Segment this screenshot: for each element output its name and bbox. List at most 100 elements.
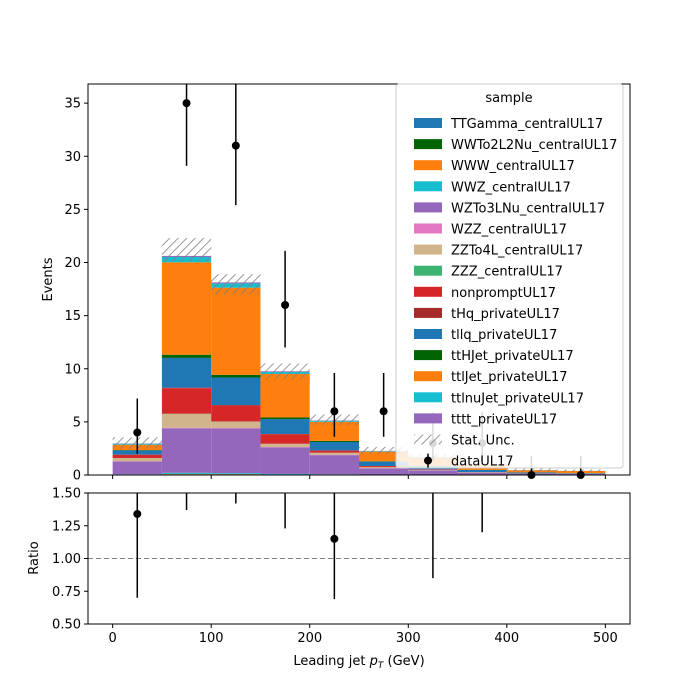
ratio-point-5	[380, 345, 388, 353]
bar-ttlJet_privateUL17-bin-3	[260, 373, 310, 418]
legend-box	[395, 83, 624, 469]
legend-data-marker	[424, 456, 432, 465]
legend-label-8: nonpromptUL17	[451, 286, 556, 301]
ratio-y-axis-label: Ratio	[27, 541, 42, 574]
x-tick-label-5: 500	[593, 631, 618, 646]
legend-label-1: WWTo2L2Nu_centralUL17	[451, 138, 617, 153]
legend-label-10: tllq_privateUL17	[451, 328, 557, 343]
bar-ZZTo4L_centralUL17-bin-5	[359, 467, 409, 469]
bar-ttlJet_privateUL17-bin-2	[211, 287, 261, 375]
data-point-2	[231, 141, 240, 150]
legend-title: sample	[485, 91, 532, 106]
bar-WZTo3LNu_centralUL17-bin-4	[309, 455, 359, 475]
legend-swatch-stat-unc	[414, 434, 442, 445]
main-axes-frame	[87, 83, 631, 476]
legend-label-2: WWW_centralUL17	[451, 159, 575, 174]
bar-ttHJet_privateUL17-bin-1	[161, 354, 212, 358]
bar-WWZ_centralUL17-bin-3	[260, 473, 310, 475]
legend-label-7: ZZZ_centralUL17	[451, 265, 563, 280]
bar-WZTo3LNu_centralUL17-bin-3	[260, 447, 310, 474]
ratio-x-ticks: 0 100 200 300 400 500	[108, 624, 618, 646]
bar-tllq_privateUL17-bin-4	[309, 441, 359, 451]
x-tick-label-4: 400	[494, 631, 519, 646]
bar-nonpromptUL17-bin-6	[408, 469, 458, 470]
ratio-point-4	[330, 534, 339, 543]
y-tick-label-4: 20	[64, 256, 81, 271]
bar-tllq_privateUL17-bin-5	[359, 461, 409, 466]
bar-WZTo3LNu_centralUL17-bin-5	[359, 468, 409, 475]
legend-label-data: dataUL17	[451, 455, 514, 470]
data-point-1	[182, 99, 191, 108]
y-tick-label-5: 25	[64, 203, 81, 218]
y-axis-label: Events	[41, 257, 56, 301]
data-point-4	[330, 407, 339, 416]
ratio-point-0	[133, 509, 142, 518]
y-tick-label-6: 30	[64, 150, 81, 165]
legend-swatch-14	[414, 413, 442, 424]
legend-label-5: WZZ_centralUL17	[451, 223, 567, 238]
x-axis-label: Leading jet pT (GeV)	[293, 654, 424, 671]
legend-swatch-0	[414, 118, 442, 128]
legend-swatch-13	[414, 392, 442, 403]
bar-ZZTo4L_centralUL17-bin-3	[260, 443, 310, 448]
bar-tllq_privateUL17-bin-1	[161, 357, 212, 388]
bar-ttlJet_privateUL17-bin-1	[161, 262, 212, 355]
y-tick-label-1: 5	[73, 415, 81, 430]
legend-label-3: WWZ_centralUL17	[451, 180, 571, 195]
bar-nonpromptUL17-bin-2	[211, 405, 261, 422]
stat-unc-bin-3	[260, 363, 310, 380]
data-point-0	[133, 428, 142, 437]
bar-nonpromptUL17-bin-4	[309, 450, 359, 453]
bar-nonpromptUL17-bin-5	[359, 466, 409, 468]
legend-swatch-2	[414, 160, 442, 171]
legend-label-4: WZTo3LNu_centralUL17	[451, 201, 605, 216]
y-tick-label-0: 0	[73, 469, 81, 484]
ratio-y-tick-label-4: 1.50	[52, 487, 81, 502]
bar-WWZ_centralUL17-bin-1	[161, 472, 212, 474]
bar-ttHJet_privateUL17-bin-4	[309, 440, 359, 442]
ratio-points	[133, 345, 483, 600]
ratio-y-tick-label-3: 1.25	[52, 519, 81, 534]
legend-swatch-9	[414, 307, 442, 318]
bar-tllq_privateUL17-bin-3	[260, 419, 310, 434]
bar-WWZ_centralUL17-bin-2	[211, 473, 261, 475]
legend-label-9: tHq_privateUL17	[451, 307, 560, 322]
legend-label-6: ZZTo4L_centralUL17	[451, 244, 583, 259]
bar-ttHJet_privateUL17-bin-2	[211, 374, 261, 378]
ratio-y-ticks: 0.50 0.75 1.00 1.25 1.50	[52, 487, 88, 633]
legend-swatch-10	[414, 329, 442, 339]
x-axis-label-main: Leading jet	[293, 654, 369, 669]
legend-label-stat-unc: Stat. Unc.	[451, 434, 515, 449]
legend-swatch-3	[414, 181, 442, 192]
legend-swatch-11	[414, 350, 442, 361]
bar-tHq_privateUL17-bin-1	[161, 387, 212, 389]
bar-nonpromptUL17-bin-0	[112, 454, 162, 458]
ratio-y-tick-label-2: 1.00	[52, 552, 81, 567]
bar-ZZTo4L_centralUL17-bin-2	[211, 421, 261, 429]
bar-ttHJet_privateUL17-bin-5	[359, 461, 409, 462]
x-tick-label-1: 100	[199, 631, 224, 646]
y-tick-label-3: 15	[64, 309, 81, 324]
bar-WZTo3LNu_centralUL17-bin-1	[161, 428, 212, 473]
bar-nonpromptUL17-bin-1	[161, 388, 212, 414]
legend-swatch-6	[414, 244, 442, 255]
x-axis-label-unit: (GeV)	[383, 654, 424, 669]
data-point-5	[379, 407, 388, 416]
bar-nonpromptUL17-bin-3	[260, 434, 310, 444]
bar-ttlJet_privateUL17-bin-5	[359, 451, 409, 462]
x-axis-label-sub: T	[378, 661, 385, 671]
legend-label-14: tttt_privateUL17	[451, 412, 557, 427]
x-axis-label-p: p	[369, 654, 378, 669]
bar-WZTo3LNu_centralUL17-bin-6	[408, 470, 458, 475]
data-points	[133, 84, 585, 479]
x-tick-label-3: 300	[396, 631, 421, 646]
legend-label-11: ttHJet_privateUL17	[451, 349, 574, 364]
bar-ZZTo4L_centralUL17-bin-6	[408, 469, 458, 471]
legend-swatch-8	[414, 286, 442, 297]
legend-swatch-4	[414, 202, 442, 213]
bar-WZZ_centralUL17-bin-2	[211, 428, 261, 429]
stat-unc-bin-2	[211, 274, 261, 295]
x-tick-label-0: 0	[108, 631, 116, 646]
bar-WZTo3LNu_centralUL17-bin-2	[211, 428, 261, 474]
bar-WZTo3LNu_centralUL17-bin-0	[112, 461, 162, 475]
